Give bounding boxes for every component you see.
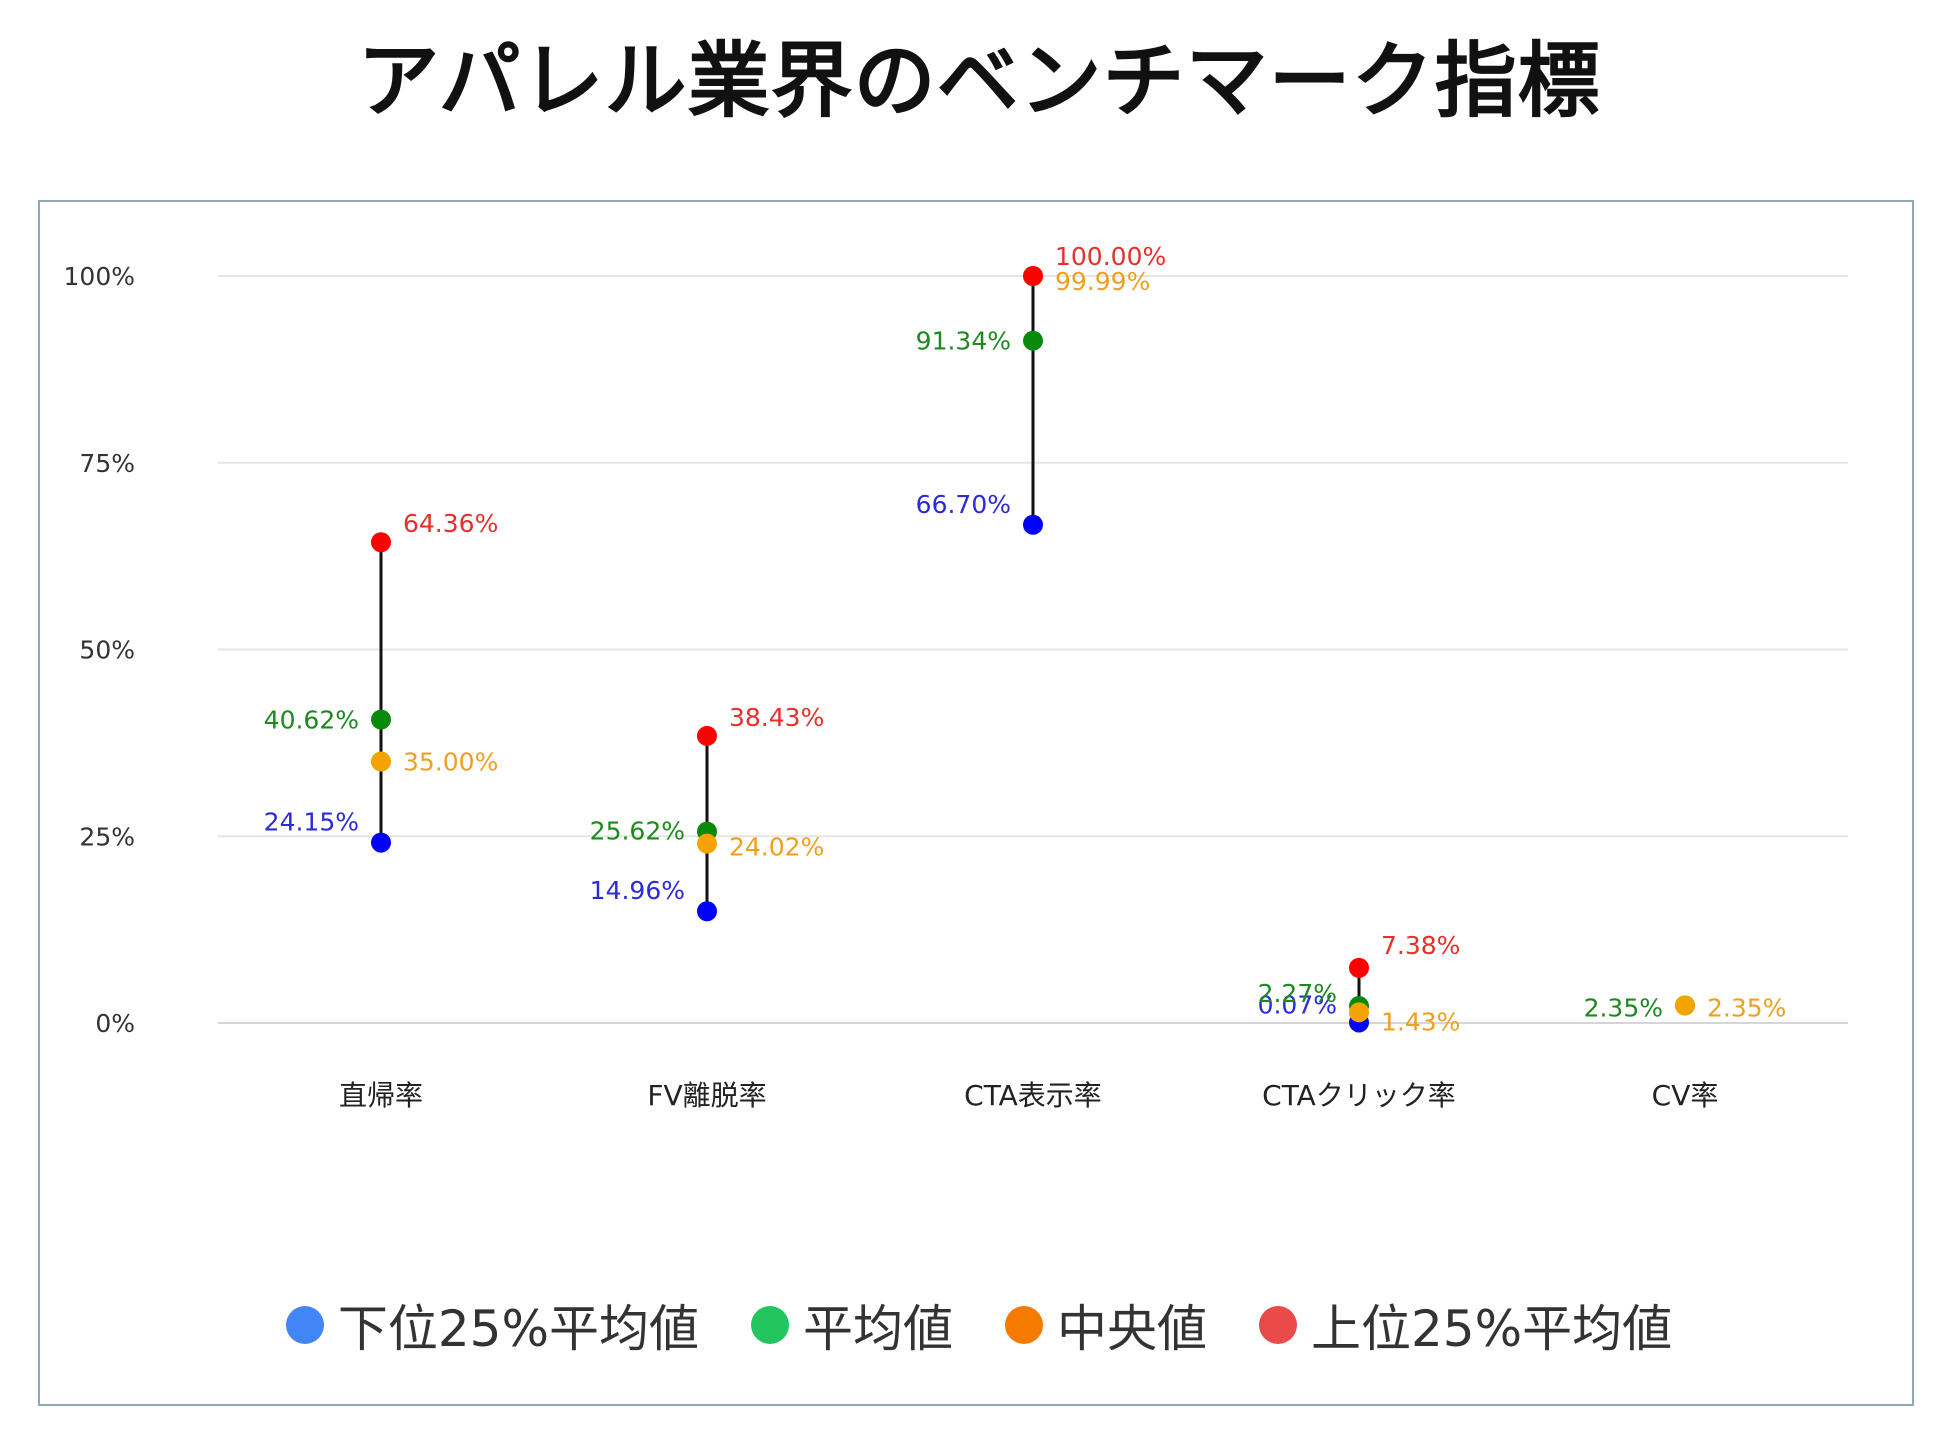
data-label: 14.96% bbox=[590, 876, 685, 905]
data-label: 25.62% bbox=[590, 817, 685, 846]
data-point bbox=[1023, 330, 1043, 351]
y-tick-label: 100% bbox=[64, 262, 135, 291]
data-label: 2.35% bbox=[1707, 993, 1786, 1022]
x-category-label: 直帰率 bbox=[339, 1079, 423, 1112]
legend-swatch bbox=[751, 1306, 789, 1344]
data-label: 100.00% bbox=[1055, 242, 1166, 271]
data-point bbox=[1349, 957, 1369, 978]
legend-label: 上位25%平均値 bbox=[1311, 1300, 1673, 1358]
data-label: 35.00% bbox=[403, 748, 498, 777]
x-category-label: FV離脱率 bbox=[647, 1079, 766, 1112]
legend-item: 中央値 bbox=[1005, 1289, 1207, 1361]
data-label: 64.36% bbox=[403, 509, 498, 538]
data-label: 91.34% bbox=[916, 327, 1011, 356]
data-point bbox=[371, 832, 391, 853]
data-label: 66.70% bbox=[916, 490, 1011, 519]
data-point bbox=[1023, 266, 1043, 286]
data-label: 1.43% bbox=[1381, 1007, 1460, 1036]
y-tick-label: 75% bbox=[79, 449, 135, 478]
data-label: 24.02% bbox=[729, 833, 824, 862]
data-label: 2.35% bbox=[1584, 993, 1663, 1022]
data-label: 40.62% bbox=[264, 706, 359, 735]
data-point bbox=[697, 833, 717, 854]
data-label: 99.99% bbox=[1055, 267, 1150, 296]
legend-label: 下位25%平均値 bbox=[337, 1300, 699, 1358]
legend-item: 下位25%平均値 bbox=[285, 1289, 699, 1361]
data-label: 0.07% bbox=[1258, 990, 1337, 1019]
y-tick-label: 25% bbox=[79, 822, 135, 851]
y-tick-label: 0% bbox=[95, 1009, 135, 1038]
data-label: 24.15% bbox=[264, 808, 359, 837]
data-label: 38.43% bbox=[729, 703, 824, 732]
data-point bbox=[371, 532, 391, 553]
chart-legend: 下位25%平均値 平均値 中央値 上位25%平均値 bbox=[0, 1290, 1958, 1360]
data-label: 2.27% bbox=[1258, 979, 1337, 1008]
data-point bbox=[371, 709, 391, 730]
legend-swatch bbox=[1005, 1306, 1043, 1344]
data-point bbox=[1023, 514, 1043, 535]
legend-swatch bbox=[285, 1306, 324, 1344]
x-category-label: CTA表示率 bbox=[964, 1079, 1102, 1112]
legend-swatch bbox=[1259, 1306, 1297, 1344]
x-category-label: CV率 bbox=[1652, 1079, 1719, 1112]
legend-label: 平均値 bbox=[803, 1300, 953, 1358]
page-title: アパレル業界のベンチマーク指標 bbox=[357, 34, 1601, 129]
legend-item: 平均値 bbox=[751, 1289, 953, 1361]
x-category-label: CTAクリック率 bbox=[1262, 1079, 1456, 1112]
legend-label: 中央値 bbox=[1057, 1300, 1207, 1358]
y-tick-label: 50% bbox=[79, 636, 135, 665]
data-point bbox=[1675, 995, 1695, 1016]
chart-frame bbox=[38, 200, 1914, 1406]
data-point bbox=[697, 725, 717, 746]
legend-item: 上位25%平均値 bbox=[1259, 1289, 1672, 1361]
data-point bbox=[1349, 1002, 1369, 1023]
data-point bbox=[371, 751, 391, 772]
data-label: 7.38% bbox=[1381, 931, 1460, 960]
data-point bbox=[697, 901, 717, 922]
